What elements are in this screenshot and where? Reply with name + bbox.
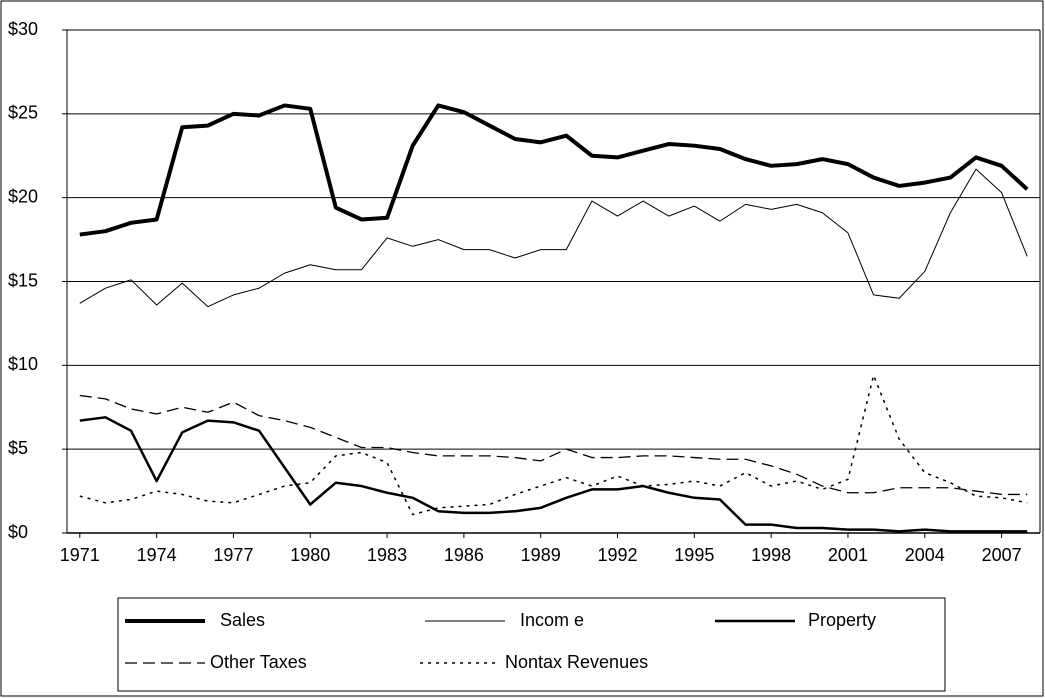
series-line <box>79 168 1028 308</box>
y-tick-label: $10 <box>8 354 38 374</box>
y-tick-label: $20 <box>8 186 38 206</box>
x-tick-label: 1980 <box>290 545 330 565</box>
legend-label: Other Taxes <box>210 652 307 672</box>
legend-label: Sales <box>220 610 265 630</box>
x-tick-label: 2007 <box>982 545 1022 565</box>
x-tick-label: 2001 <box>828 545 868 565</box>
y-tick-label: $30 <box>8 19 38 39</box>
x-tick-label: 1989 <box>521 545 561 565</box>
x-tick-label: 1983 <box>367 545 407 565</box>
y-tick-label: $5 <box>8 438 28 458</box>
series-line <box>79 103 1029 237</box>
y-tick-label: $0 <box>8 522 28 542</box>
legend-label: Nontax Revenues <box>505 652 648 672</box>
x-tick-label: 1992 <box>597 545 637 565</box>
legend-label: Incom e <box>520 610 584 630</box>
x-tick-label: 1974 <box>137 545 177 565</box>
y-tick-label: $15 <box>8 270 38 290</box>
legend-box <box>117 597 946 692</box>
series-line <box>79 374 1028 516</box>
x-tick-label: 1986 <box>444 545 484 565</box>
x-tick-label: 1977 <box>213 545 253 565</box>
x-tick-label: 1998 <box>751 545 791 565</box>
x-tick-label: 1995 <box>674 545 714 565</box>
x-tick-label: 2004 <box>905 545 945 565</box>
legend-label: Property <box>808 610 876 630</box>
series-line <box>79 394 1028 496</box>
x-tick-label: 1971 <box>60 545 100 565</box>
y-tick-label: $25 <box>8 103 38 123</box>
series-line <box>79 416 1028 533</box>
